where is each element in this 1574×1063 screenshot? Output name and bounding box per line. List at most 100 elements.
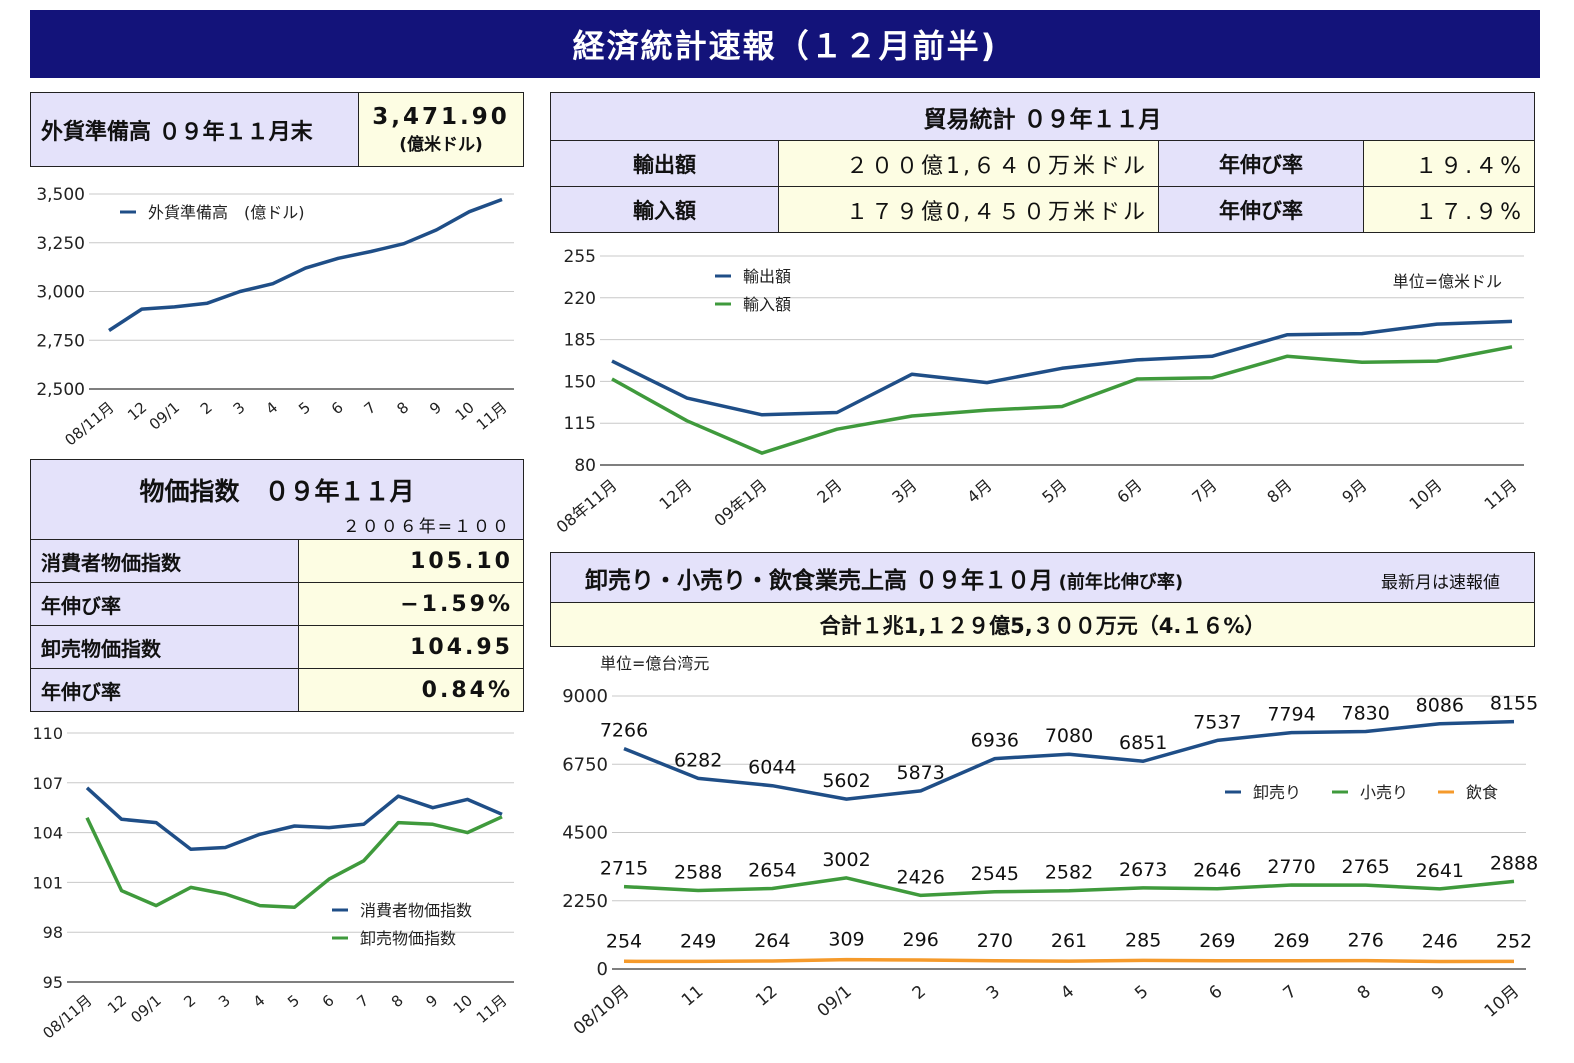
y-tick-label: 9000 (562, 686, 608, 707)
x-tick-label: 11 (678, 982, 707, 1011)
import-rate-label: 年伸び率 (1158, 186, 1364, 233)
data-label: 249 (680, 930, 716, 952)
legend-label: 卸売物価指数 (360, 929, 456, 948)
x-tick-label: 9 (423, 991, 442, 1011)
y-tick-label: 95 (43, 973, 63, 992)
sales-subtitle: (前年比伸び率) (1058, 571, 1184, 593)
x-tick-label: 9 (426, 398, 445, 418)
x-tick-label: 5 (295, 398, 314, 418)
y-tick-label: 2,750 (36, 331, 85, 351)
x-tick-label: 12月 (655, 476, 695, 514)
series-line-2 (623, 876, 1515, 898)
series-line-1 (611, 319, 1513, 417)
y-tick-label: 115 (564, 414, 596, 434)
y-tick-label: 6750 (562, 754, 608, 775)
data-label: 7266 (600, 720, 648, 742)
data-label: 7830 (1341, 702, 1389, 724)
data-label: 3002 (822, 849, 870, 871)
y-tick-label: 80 (574, 456, 596, 476)
x-tick-label: 5月 (1038, 476, 1070, 507)
y-tick-label: 104 (32, 824, 63, 843)
x-tick-label: 9 (1428, 982, 1449, 1004)
data-label: 2426 (896, 866, 944, 888)
import-rate: １７.９% (1363, 186, 1535, 233)
sales-title: 卸売り・小売り・飲食業売上高 ０９年１０月 (585, 567, 1054, 594)
data-label: 2545 (971, 863, 1019, 885)
data-label: 309 (828, 929, 864, 951)
series-line-3 (623, 957, 1515, 964)
unit-note: 単位=億台湾元 (600, 654, 709, 673)
x-tick-label: 8月 (1263, 476, 1295, 507)
series-line-2 (85, 815, 503, 910)
sales-table: 卸売り・小売り・飲食業売上高 ０９年１０月 (前年比伸び率) 最新月は速報値 合… (550, 552, 1535, 647)
legend-label: 飲食 (1466, 783, 1498, 802)
data-label: 2646 (1193, 860, 1241, 882)
legend-label: 輸入額 (743, 295, 791, 314)
x-tick-label: 09年1月 (710, 476, 770, 531)
export-rate: １９.４% (1363, 140, 1535, 187)
x-tick-label: 08年11月 (553, 476, 621, 537)
data-label: 6851 (1119, 732, 1167, 754)
x-tick-label: 2月 (813, 476, 845, 507)
x-tick-label: 08/11月 (39, 991, 95, 1042)
x-tick-label: 4月 (963, 476, 995, 507)
wpi-value: 104.95 (298, 625, 524, 669)
data-label: 285 (1125, 929, 1161, 951)
data-label: 276 (1348, 930, 1384, 952)
cpi-label: 消費者物価指数 (30, 539, 299, 583)
x-tick-label: 4 (262, 398, 281, 418)
series-line-1 (108, 197, 503, 332)
x-tick-label: 4 (250, 991, 269, 1011)
trade-table: 貿易統計 ０９年１１月 輸出額 ２００億1,６４０万米ドル 年伸び率 １９.４%… (550, 92, 1535, 233)
sales-total: 合計１兆1,１２９億5,３００万元（4.１６%） (550, 602, 1535, 647)
reserves-value: 3,471.90 (372, 104, 510, 130)
x-tick-label: 5 (1131, 982, 1152, 1004)
y-tick-label: 255 (564, 247, 596, 267)
x-tick-label: 09/1 (814, 982, 856, 1022)
cpi-rate: −1.59% (298, 582, 524, 626)
series-line-1 (623, 719, 1515, 801)
data-label: 6936 (971, 730, 1019, 752)
data-label: 7537 (1193, 711, 1241, 733)
data-label: 2673 (1119, 859, 1167, 881)
reserves-value-cell: 3,471.90 (億米ドル) (358, 92, 524, 167)
y-tick-label: 150 (564, 372, 596, 392)
y-tick-label: 3,000 (36, 283, 85, 303)
x-tick-label: 6 (1205, 982, 1226, 1004)
x-tick-label: 4 (1057, 982, 1078, 1004)
export-label: 輸出額 (550, 140, 779, 187)
y-tick-label: 3,250 (36, 234, 85, 254)
data-label: 7080 (1045, 725, 1093, 747)
reserves-label: 外貨準備高 ０９年１１月末 (30, 92, 359, 167)
data-label: 254 (606, 930, 642, 952)
sales-chart: 9000 6750 4500 2250 008/10月 11 12 09/1 2 3 4 5 6 7 8 9 1… (562, 654, 1538, 1039)
x-tick-label: 7月 (1188, 476, 1220, 507)
legend-label: 卸売り (1253, 783, 1301, 802)
x-tick-label: 7 (1280, 982, 1301, 1004)
y-tick-label: 110 (32, 724, 63, 743)
x-tick-label: 8 (388, 991, 407, 1011)
data-label: 296 (903, 929, 939, 951)
data-label: 2715 (600, 858, 648, 880)
x-tick-label: 11月 (1480, 476, 1520, 514)
unit-note: 単位=億米ドル (1393, 272, 1502, 291)
sales-note: 最新月は速報値 (1381, 573, 1500, 593)
prices-table: 物価指数 ０９年１１月 ２００６年=１００ 消費者物価指数 105.10 年伸び… (30, 459, 524, 712)
series-line-2 (611, 345, 1513, 455)
x-tick-label: 3 (215, 991, 234, 1011)
y-tick-label: 3,500 (36, 185, 85, 205)
data-label: 2770 (1267, 856, 1315, 878)
x-tick-label: 09/1 (146, 398, 183, 433)
legend-label: 小売り (1360, 783, 1408, 802)
import-label: 輸入額 (550, 186, 779, 233)
series-line-1 (85, 786, 503, 851)
data-label: 6044 (748, 757, 796, 779)
legend-label: 外貨準備高 (億ドル) (148, 203, 305, 222)
x-tick-label: 6 (319, 991, 338, 1011)
data-label: 2582 (1045, 862, 1093, 884)
data-label: 2641 (1416, 860, 1464, 882)
import-value: １７９億0,４５０万米ドル (778, 186, 1159, 233)
x-tick-label: 12 (752, 982, 781, 1011)
y-tick-label: 98 (43, 923, 63, 942)
